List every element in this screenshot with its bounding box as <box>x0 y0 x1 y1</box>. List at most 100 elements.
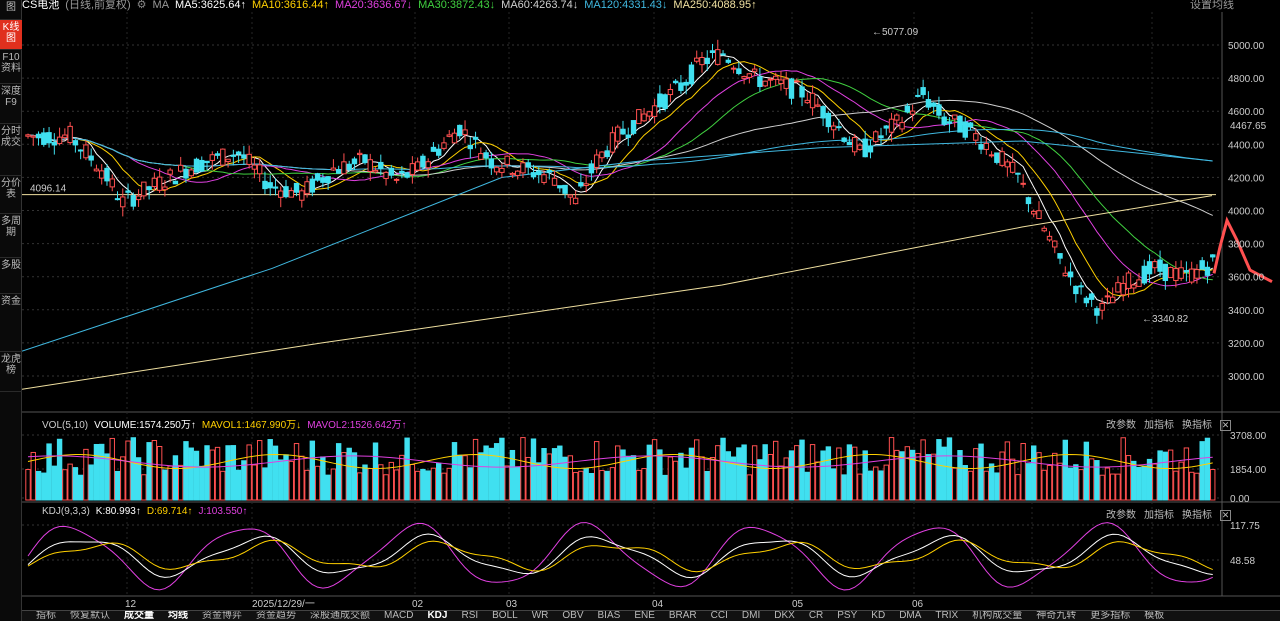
sidebar-item-6[interactable]: 多周期 <box>0 214 22 258</box>
low-annotation: ←3340.82 <box>1142 314 1189 325</box>
indicator-tab-1[interactable]: 恢复默认 <box>70 610 110 621</box>
indicator-tab-25[interactable]: 神奇九转 <box>1036 610 1077 621</box>
indicator-tab-16[interactable]: CCI <box>710 610 728 621</box>
candle-body <box>288 190 294 198</box>
candle-body <box>625 134 631 138</box>
sidebar-item-7[interactable]: 多股 <box>0 258 22 294</box>
candle-body <box>62 134 68 139</box>
candle-body <box>699 57 705 66</box>
volume-bar <box>625 455 631 501</box>
indicator-tab-9[interactable]: RSI <box>461 610 479 621</box>
volume-bar <box>404 437 410 501</box>
candle-body <box>446 134 452 137</box>
candle-body <box>514 170 521 176</box>
candle-body <box>325 176 331 184</box>
volume-bar <box>314 465 321 501</box>
indicator-tab-4[interactable]: 资金博弈 <box>202 610 242 621</box>
vol-panel-buttons: 改参数 加指标 换指标 ✕ <box>1098 416 1231 431</box>
indicator-tab-18[interactable]: DKX <box>774 610 795 621</box>
vol-params-button[interactable]: 改参数 <box>1106 420 1136 431</box>
ma250-line <box>22 195 1213 390</box>
sidebar-item-4[interactable]: 分时成交 <box>0 124 22 176</box>
volume-bar <box>125 440 131 501</box>
volume-bar <box>241 460 247 501</box>
candle-body <box>788 78 795 99</box>
sidebar-item-8[interactable]: 资金 <box>0 294 22 352</box>
ma60-line <box>27 99 1213 216</box>
volume-bar <box>794 445 800 501</box>
candle-body <box>751 68 758 72</box>
sidebar-item-2[interactable]: F10资料 <box>0 50 22 84</box>
candle-body <box>962 121 968 138</box>
indicator-tab-24[interactable]: 机构成交量 <box>972 610 1023 621</box>
volume-bar <box>646 444 653 501</box>
volume-bar <box>541 448 547 501</box>
candle-body <box>651 105 658 117</box>
volume-bar <box>177 464 184 501</box>
candle-body <box>1036 210 1042 220</box>
indicator-tab-6[interactable]: 深股通成交额 <box>310 610 370 621</box>
indicator-tab-7[interactable]: MACD <box>384 610 414 621</box>
candle-body <box>1178 267 1184 279</box>
indicator-tab-22[interactable]: DMA <box>899 610 922 621</box>
sidebar-item-9[interactable]: 龙虎榜 <box>0 352 22 392</box>
kdj-params-button[interactable]: 改参数 <box>1106 510 1136 521</box>
volume-bar <box>493 443 500 501</box>
volume-bar <box>1162 451 1169 501</box>
ma10-value: MA10:3616.44↑ <box>251 0 330 11</box>
vol-tick: 0.00 <box>1230 494 1250 505</box>
chart-area[interactable]: 5000.00 4800.00 4600.00 4400.00 4200.00 4000.… <box>22 0 1280 610</box>
indicator-tab-21[interactable]: KD <box>871 610 886 621</box>
kdj-swap-button[interactable]: 换指标 <box>1182 510 1212 521</box>
candle-body <box>114 198 121 201</box>
candle-body <box>67 125 73 144</box>
indicator-tab-12[interactable]: OBV <box>562 610 584 621</box>
indicator-tab-17[interactable]: DMI <box>741 610 761 621</box>
kdj-close-icon[interactable]: ✕ <box>1220 510 1231 521</box>
indicator-tab-2[interactable]: 成交量 <box>124 610 154 621</box>
candle-body <box>593 154 600 168</box>
volume-bar <box>51 465 58 501</box>
set-ma-button[interactable]: 设置均线 <box>1190 0 1234 11</box>
vol-add-button[interactable]: 加指标 <box>1144 420 1174 431</box>
candle-body <box>541 174 547 183</box>
indicator-tab-10[interactable]: BOLL <box>492 610 518 621</box>
sidebar-item-1[interactable]: K线图 <box>0 20 22 50</box>
indicator-tab-8[interactable]: KDJ <box>427 610 448 621</box>
x-tick: 05 <box>792 599 804 610</box>
volume-bar <box>557 445 563 501</box>
indicator-tab-3[interactable]: 均线 <box>168 610 188 621</box>
sidebar-item-3[interactable]: 深度F9 <box>0 84 22 124</box>
indicator-tab-27[interactable]: 模板 <box>1144 610 1165 621</box>
volume-bar <box>1131 460 1137 501</box>
indicator-tab-13[interactable]: BIAS <box>597 610 621 621</box>
candle-body <box>199 159 205 172</box>
indicator-tab-23[interactable]: TRIX <box>935 610 959 621</box>
sidebar-item-5[interactable]: 分价表 <box>0 176 22 214</box>
indicator-tab-19[interactable]: CR <box>808 610 824 621</box>
indicator-tab-0[interactable]: 指标 <box>36 610 56 621</box>
indicator-tab-26[interactable]: 更多指标 <box>1090 610 1131 621</box>
indicator-tab-15[interactable]: BRAR <box>668 610 697 621</box>
candle-body <box>441 142 447 149</box>
volume-bar <box>1167 449 1174 501</box>
volume-bar <box>620 449 626 501</box>
sidebar-item-0[interactable]: 图 <box>0 0 22 20</box>
indicator-tab-11[interactable]: WR <box>531 610 549 621</box>
x-tick: 04 <box>652 599 664 610</box>
volume-bar <box>393 469 400 501</box>
candle-body <box>30 135 36 138</box>
candle-body <box>973 133 979 141</box>
gear-icon[interactable]: ⚙ <box>136 0 147 11</box>
volume-bar <box>1020 442 1026 501</box>
kdj-add-button[interactable]: 加指标 <box>1144 510 1174 521</box>
vol-close-icon[interactable]: ✕ <box>1220 420 1231 431</box>
indicator-tab-20[interactable]: PSY <box>837 610 858 621</box>
indicator-tab-5[interactable]: 资金趋势 <box>256 610 296 621</box>
vol-swap-button[interactable]: 换指标 <box>1182 420 1212 431</box>
candle-body <box>77 149 84 152</box>
volume-bar <box>1088 458 1095 501</box>
candle-body <box>694 57 700 62</box>
indicator-tab-14[interactable]: ENE <box>634 610 655 621</box>
volume-bar <box>1188 471 1195 501</box>
